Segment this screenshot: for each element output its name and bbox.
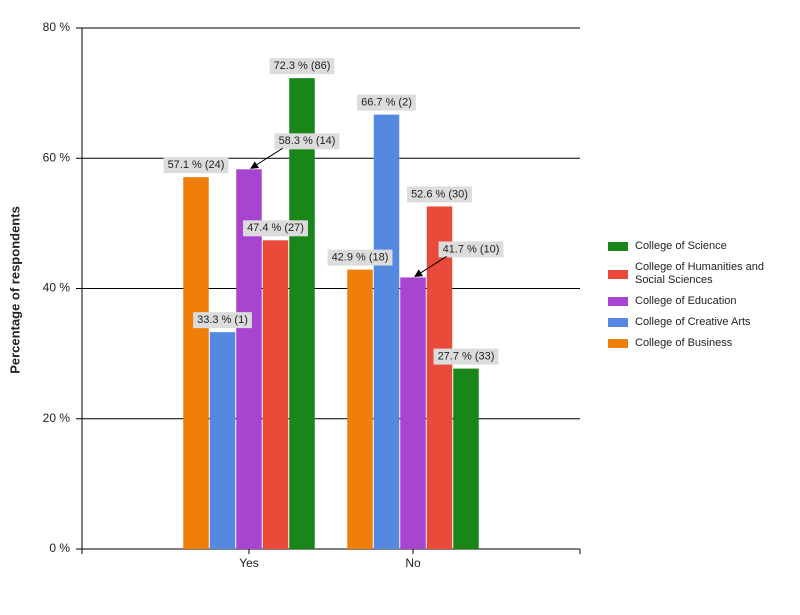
value-label: 33.3 % (1) [197,314,248,326]
value-label-bg [407,186,472,203]
value-label: 58.3 % (14) [279,135,336,147]
legend-label: College of Humanities and Social Science… [635,261,765,286]
value-label-group: 27.7 % (33) [433,348,499,365]
value-label-group: 41.7 % (10) [414,241,504,277]
value-label: 41.7 % (10) [443,243,500,255]
value-label-bg [438,241,504,258]
value-label: 72.3 % (86) [274,60,331,72]
value-label-bg [243,220,308,237]
value-label-bg [327,249,393,266]
bar [453,368,479,549]
legend-item: College of Creative Arts [608,316,770,329]
legend-label: College of Business [635,337,733,349]
y-tick-label: 60 % [43,150,71,164]
value-label-group: 47.4 % (27) [243,220,308,237]
y-tick-label: 20 % [43,411,71,425]
bar [373,114,400,550]
bar [400,277,426,549]
bar [209,332,236,549]
callout-arrow [250,147,283,169]
value-label: 47.4 % (27) [247,222,304,234]
bar [347,269,373,549]
y-tick-label: 80 % [43,20,71,34]
legend-item: College of Business [608,337,770,350]
value-label: 42.9 % (18) [332,252,389,264]
value-label-group: 72.3 % (86) [269,58,335,75]
value-label: 52.6 % (30) [411,188,468,200]
legend-swatch [608,269,628,279]
value-label-group: 58.3 % (14) [250,133,340,169]
legend-swatch [608,318,628,327]
callout-arrow [414,256,447,277]
y-tick-label: 40 % [43,281,71,295]
bar [289,78,315,550]
legend-swatch [608,242,628,251]
x-tick-label: Yes [239,556,259,570]
x-tick-label: No [405,556,421,570]
value-label: 66.7 % (2) [361,97,412,109]
bar [183,177,209,550]
y-axis-title: Percentage of respondents [7,206,22,374]
legend-item: College of Humanities and Social Science… [608,261,770,287]
value-label-bg [433,348,499,365]
legend-swatch [608,339,628,348]
value-label-bg [357,94,416,111]
value-label-group: 33.3 % (1) [193,312,252,329]
legend-item: College of Science [608,240,770,253]
legend-label: College of Science [635,240,727,252]
value-label-bg [193,312,252,329]
value-label-group: 66.7 % (2) [357,94,416,111]
value-label: 57.1 % (24) [168,159,225,171]
value-label-group: 52.6 % (30) [407,186,472,203]
bar [426,206,453,549]
value-label: 27.7 % (33) [438,351,495,363]
legend-swatch [608,297,628,306]
bar [262,240,289,549]
value-label-bg [163,157,229,174]
value-label-bg [269,58,335,75]
value-label-group: 57.1 % (24) [163,157,229,174]
legend-item: College of Education [608,295,770,308]
legend: College of Science College of Humanities … [608,240,770,350]
y-tick-label: 0 % [49,541,70,555]
legend-label: College of Creative Arts [635,316,751,328]
value-label-group: 42.9 % (18) [327,249,393,266]
value-label-bg [274,133,340,150]
legend-label: College of Education [635,295,737,307]
